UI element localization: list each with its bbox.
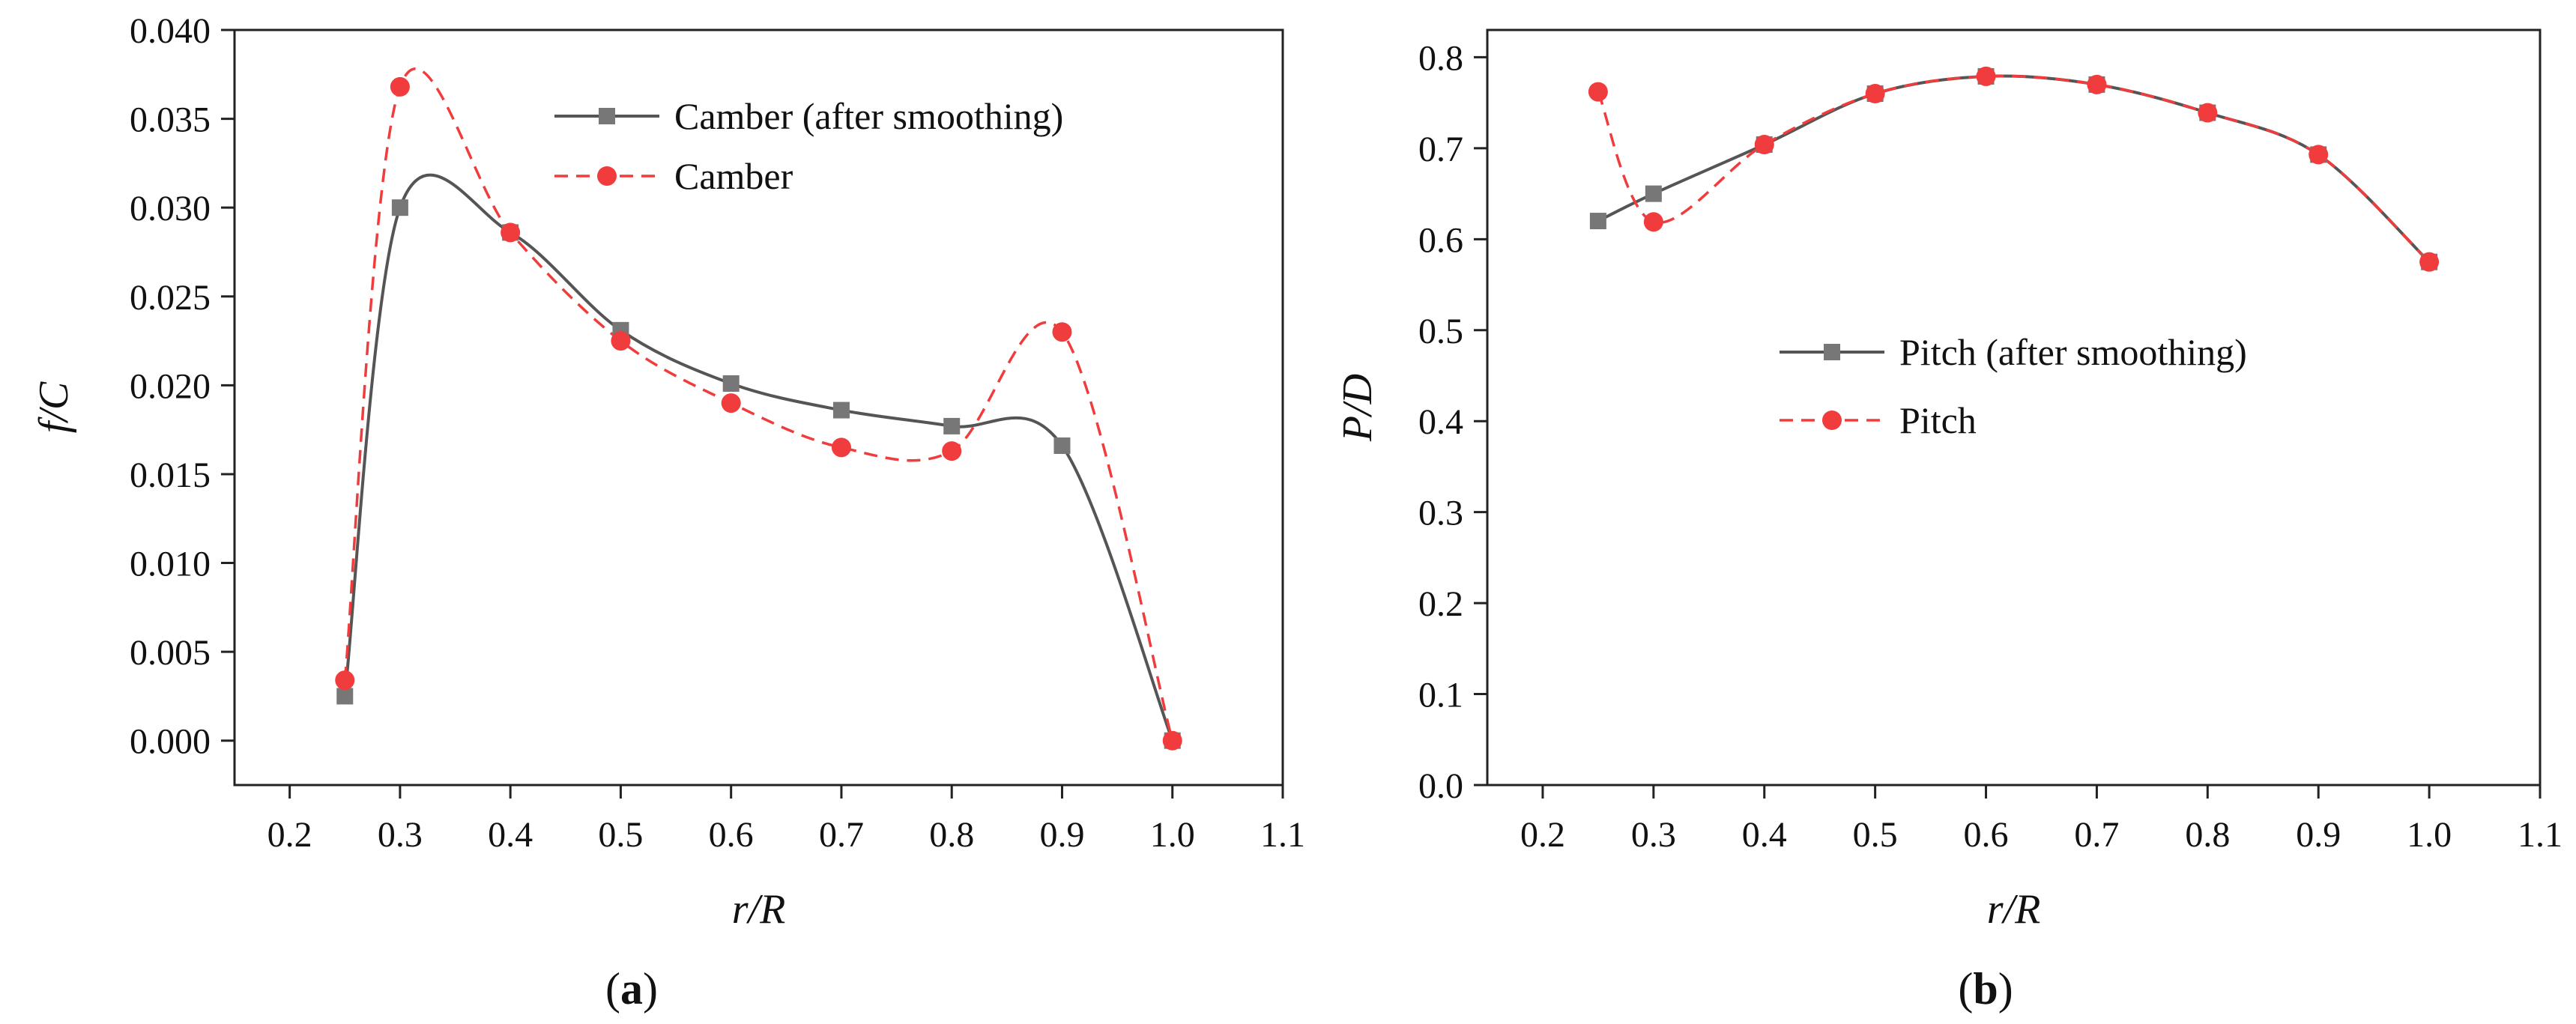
data-point-circle: [1976, 66, 1996, 86]
y-tick-label: 0.040: [130, 11, 211, 51]
x-tick-label: 1.1: [2518, 815, 2563, 855]
data-point-circle: [1865, 84, 1885, 104]
y-tick-label: 0.020: [130, 366, 211, 406]
x-tick-label: 0.7: [2074, 815, 2119, 855]
panel-label: (a): [605, 964, 658, 1014]
series-line-0: [343, 173, 1174, 742]
legend: Camber (after smoothing) Camber: [554, 95, 1063, 197]
data-point-circle: [611, 331, 631, 351]
data-point-square: [336, 688, 354, 705]
x-tick-label: 0.6: [709, 815, 754, 855]
x-tick-label: 1.0: [1150, 815, 1195, 855]
legend: Pitch (after smoothing) Pitch: [1780, 331, 2247, 441]
legend-marker-circle: [1822, 410, 1842, 430]
x-tick-label: 1.0: [2407, 815, 2452, 855]
legend-marker-circle: [597, 166, 617, 186]
data-point-circle: [721, 393, 741, 413]
data-point-circle: [942, 441, 962, 461]
data-point-square: [832, 402, 850, 419]
chart-panel-b: 0.2 0.3 0.4 0.5 0.6 0.7 0.8 0.9 1.0 1.1 0.0 0.1 0.2 0…: [1334, 28, 2563, 1014]
x-tick-label: 0.2: [267, 815, 312, 855]
x-axis-title: r/R: [732, 886, 786, 933]
y-tick-label: 0.1: [1418, 676, 1463, 715]
plot-frame: [233, 28, 1284, 787]
x-tick-label: 0.4: [488, 815, 533, 855]
legend-label-camber-smoothed: Camber (after smoothing): [674, 95, 1063, 137]
chart-panel-a: 0.2 0.3 0.4 0.5 0.6 0.7 0.8 0.9 1.0 1.1 0.000 0.005…: [31, 11, 1305, 1014]
data-point-square: [1645, 185, 1662, 202]
plot-frame: [1486, 28, 2542, 787]
legend-label-pitch: Pitch: [1899, 399, 1977, 441]
x-tick-label: 0.3: [378, 815, 423, 855]
y-tick-label: 0.3: [1418, 494, 1463, 533]
x-tick-label: 0.9: [2296, 815, 2341, 855]
y-tick-label: 0.2: [1418, 584, 1463, 624]
x-tick-label: 0.3: [1631, 815, 1676, 855]
data-point-square: [943, 417, 961, 434]
x-tick-label: 1.1: [1260, 815, 1305, 855]
x-tick-label: 0.4: [1742, 815, 1787, 855]
data-point-circle: [1643, 212, 1663, 232]
x-tick-label: 0.2: [1520, 815, 1565, 855]
x-tick-label: 0.5: [598, 815, 643, 855]
data-point-circle: [2309, 145, 2329, 165]
data-point-circle: [2419, 252, 2440, 272]
data-point-circle: [335, 670, 355, 691]
x-tick-label: 0.8: [2185, 815, 2230, 855]
x-tick-label: 0.7: [819, 815, 864, 855]
series-line-1: [1597, 74, 2431, 263]
data-point-square: [722, 375, 740, 392]
x-tick-label: 0.9: [1039, 815, 1084, 855]
y-tick-label: 0.6: [1418, 220, 1463, 260]
legend-label-pitch-smoothed: Pitch (after smoothing): [1899, 331, 2247, 373]
legend-label-camber: Camber: [674, 155, 793, 197]
x-tick-label: 0.8: [929, 815, 974, 855]
y-tick-label: 0.010: [130, 545, 211, 584]
y-tick-label: 0.5: [1418, 312, 1463, 351]
data-point-circle: [1588, 82, 1608, 102]
data-point-circle: [390, 76, 410, 97]
data-point-circle: [2087, 74, 2107, 94]
data-point-circle: [1754, 135, 1774, 155]
y-tick-label: 0.0: [1418, 766, 1463, 806]
data-point-circle: [831, 437, 851, 458]
y-tick-label: 0.005: [130, 633, 211, 673]
y-tick-label: 0.7: [1418, 130, 1463, 169]
y-tick-label: 0.025: [130, 278, 211, 318]
y-axis-title: P/D: [1334, 374, 1381, 442]
y-tick-label: 0.000: [130, 722, 211, 762]
data-point-circle: [2198, 103, 2218, 123]
x-axis-title: r/R: [1987, 886, 2041, 933]
y-tick-label: 0.4: [1418, 402, 1463, 442]
panel-label: (b): [1958, 964, 2013, 1014]
legend-marker-square: [599, 108, 615, 124]
legend-marker-square: [1824, 344, 1840, 360]
y-tick-label: 0.035: [130, 100, 211, 140]
data-point-circle: [1162, 730, 1182, 751]
y-tick-label: 0.8: [1418, 38, 1463, 78]
y-axis-title: f/C: [31, 381, 77, 433]
y-tick-label: 0.030: [130, 189, 211, 228]
y-tick-label: 0.015: [130, 455, 211, 495]
data-point-square: [391, 199, 408, 216]
x-tick-label: 0.5: [1853, 815, 1898, 855]
x-tick-label: 0.6: [1964, 815, 2009, 855]
data-point-square: [1053, 437, 1071, 454]
data-point-circle: [501, 222, 521, 243]
data-point-circle: [1052, 322, 1072, 342]
data-point-square: [1589, 213, 1606, 230]
